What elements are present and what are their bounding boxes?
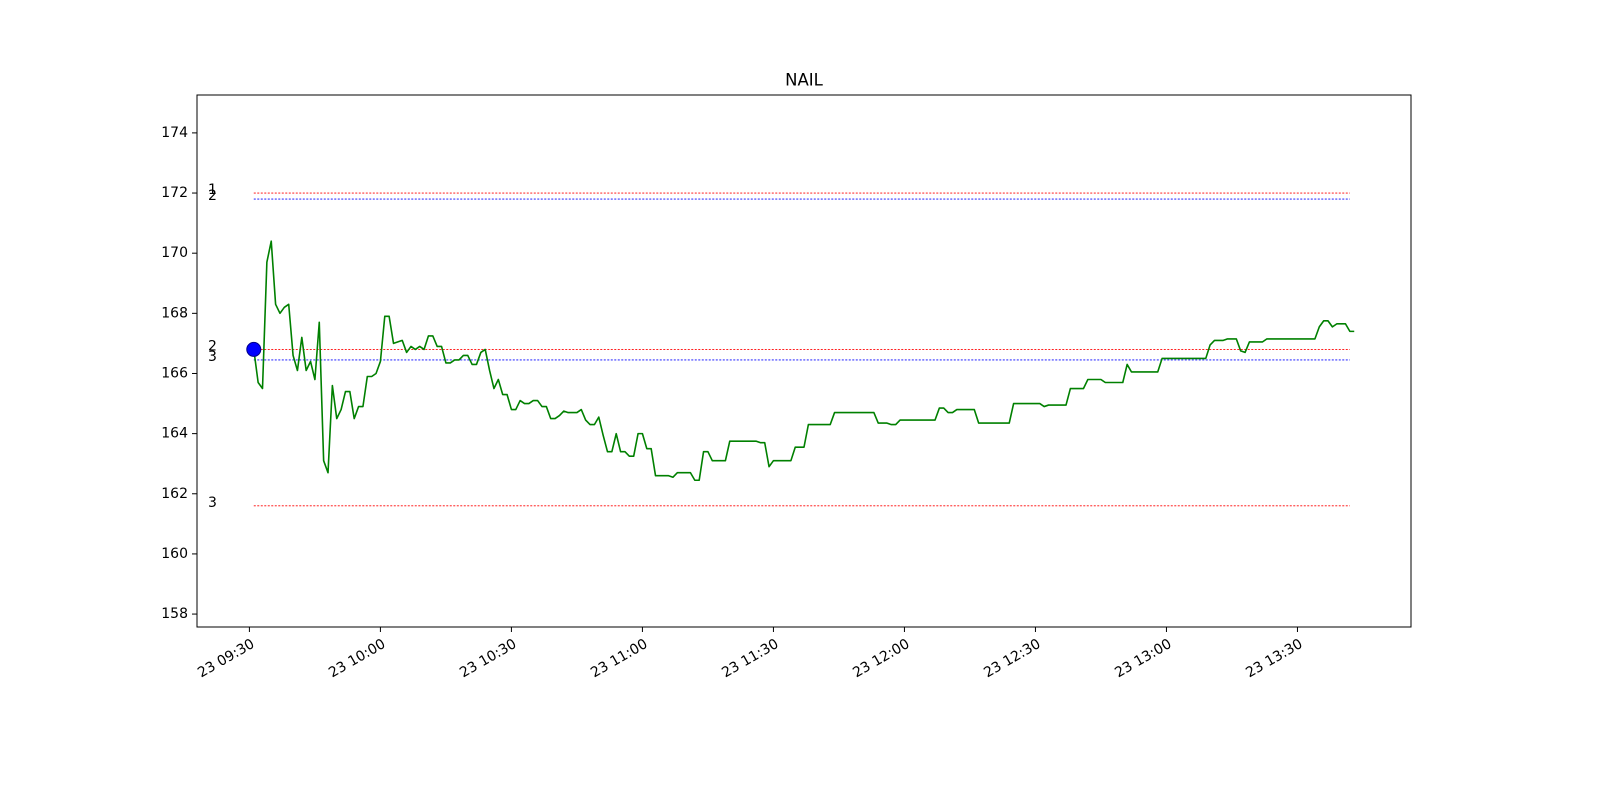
level-label: 3 [208,495,217,511]
y-tick-label: 162 [161,486,188,502]
axes-frame [196,94,1412,628]
y-tick-label: 164 [161,426,188,442]
y-tick-label: 166 [161,365,188,381]
marker [246,341,262,357]
y-tick-label: 158 [161,606,188,622]
y-tick-label: 172 [161,185,188,201]
price-line [252,240,1355,482]
y-tick-label: 170 [161,245,188,261]
level-label: 2 [208,188,217,204]
y-tick-label: 160 [161,546,188,562]
y-tick-label: 174 [161,125,188,141]
chart-title: NAIL [785,71,823,90]
level-label: 2 [208,338,217,354]
y-tick-label: 168 [161,305,188,321]
level-label: 1 [208,182,217,198]
level-label: 3 [208,349,217,365]
